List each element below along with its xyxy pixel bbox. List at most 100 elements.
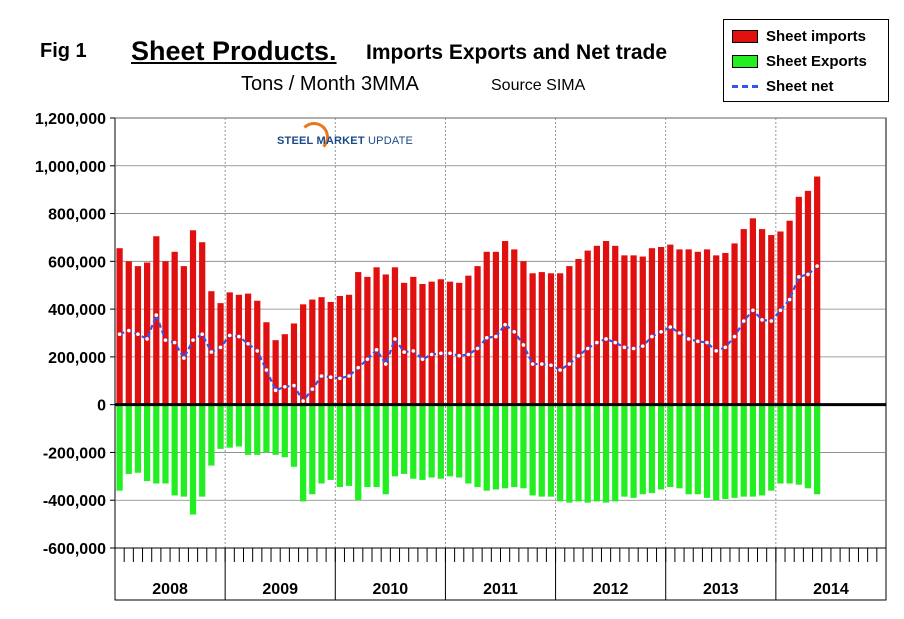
net-marker (723, 345, 728, 350)
export-bar (391, 404, 399, 477)
export-bar (300, 404, 307, 502)
import-bar (703, 249, 711, 405)
export-bar (153, 404, 160, 484)
import-bar (483, 251, 490, 405)
export-bar (529, 404, 536, 496)
import-bar (685, 249, 692, 405)
import-bar (694, 251, 701, 405)
import-bar (382, 274, 389, 405)
import-bar (309, 299, 316, 405)
net-marker (200, 332, 204, 336)
export-bar (199, 404, 206, 497)
import-bar (667, 244, 674, 405)
export-bar (116, 404, 123, 491)
import-bar (391, 267, 399, 405)
net-marker (475, 346, 480, 351)
y-tick-label: 400,000 (48, 302, 106, 319)
net-marker (677, 331, 682, 335)
net-marker (650, 334, 654, 339)
export-bar (639, 404, 646, 495)
logo-text: STEEL MARKET UPDATE (277, 135, 413, 147)
export-bar (235, 404, 243, 447)
import-bar (419, 284, 426, 405)
net-marker (264, 368, 269, 372)
export-bar (254, 404, 261, 455)
net-marker (686, 337, 691, 341)
x-year-label: 2014 (813, 581, 849, 598)
legend-swatch-imports (732, 29, 758, 43)
import-bar (648, 248, 656, 405)
import-bar (153, 236, 160, 405)
export-bar (676, 404, 683, 489)
net-marker (512, 330, 517, 334)
import-bar (410, 276, 417, 405)
y-tick-label: -200,000 (43, 445, 106, 462)
import-bar (538, 272, 545, 405)
x-year-label: 2008 (152, 581, 188, 598)
import-bar (557, 273, 564, 405)
y-tick-label: 0 (97, 398, 106, 415)
import-bar (758, 229, 766, 405)
export-bar (171, 404, 178, 496)
y-tick-label: 200,000 (48, 350, 106, 367)
legend-swatch-exports (732, 54, 758, 68)
import-bar (547, 273, 555, 405)
net-marker (585, 346, 590, 351)
net-marker (530, 362, 535, 366)
export-bar (336, 404, 343, 488)
import-bar (272, 340, 279, 405)
export-bar (364, 404, 371, 488)
export-bar (180, 404, 187, 497)
net-marker (420, 357, 425, 362)
export-bar (804, 404, 812, 489)
net-marker (191, 338, 195, 342)
export-bar (584, 404, 591, 503)
net-marker (411, 349, 416, 353)
export-bar (501, 404, 509, 489)
net-marker (815, 264, 819, 268)
legend-label-exports: Sheet Exports (766, 52, 867, 70)
export-bar (722, 404, 729, 500)
import-bar (511, 249, 518, 405)
net-marker (117, 332, 122, 336)
export-bar (758, 404, 766, 496)
export-bar (575, 404, 582, 502)
import-bar (492, 251, 500, 405)
export-bar (667, 404, 674, 488)
net-marker (797, 275, 801, 279)
net-marker (732, 334, 737, 339)
net-marker (154, 313, 159, 317)
import-bar (345, 294, 353, 405)
export-bar (244, 404, 252, 455)
export-bar (777, 404, 784, 484)
export-bar (566, 404, 573, 503)
import-bar (180, 266, 187, 405)
import-bar (593, 245, 600, 405)
export-bar (345, 404, 353, 486)
export-bar (740, 404, 747, 497)
export-bar (144, 404, 151, 482)
export-bar (226, 404, 233, 448)
import-bar (364, 276, 371, 405)
import-bar (336, 295, 343, 405)
export-bar (648, 404, 656, 494)
net-marker (787, 297, 792, 302)
net-marker (778, 308, 783, 313)
net-marker (182, 356, 186, 360)
export-bar (703, 404, 711, 498)
import-bar (566, 266, 573, 405)
export-bar (281, 404, 288, 458)
export-bar (355, 404, 362, 501)
net-marker (328, 375, 333, 379)
net-marker (503, 322, 507, 327)
export-bar (263, 404, 270, 453)
import-bar (639, 256, 646, 405)
y-tick-label: 1,200,000 (35, 111, 106, 128)
legend-label-net: Sheet net (766, 77, 834, 95)
export-bar (309, 404, 316, 495)
export-bar (456, 404, 463, 478)
net-marker (741, 319, 746, 323)
net-marker (484, 335, 489, 340)
export-bar (547, 404, 555, 497)
export-bar (189, 404, 197, 515)
